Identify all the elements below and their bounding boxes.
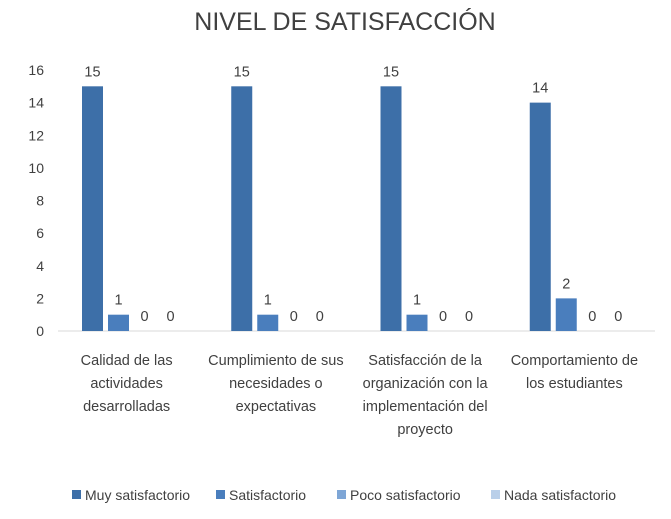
y-tick-label: 0 [36,323,44,339]
y-tick-label: 12 [28,127,44,143]
legend-label: Poco satisfactorio [350,487,461,503]
data-label: 0 [465,309,473,325]
bar [231,86,253,331]
y-tick-label: 14 [28,95,44,111]
data-label: 1 [264,293,272,309]
legend-label: Nada satisfactorio [504,487,616,503]
bar [555,298,577,331]
data-label: 15 [383,64,399,80]
category-label: Cumplimiento de sus necesidades o expectat… [208,353,343,415]
category-label: Comportamiento de los estudiantes [511,353,638,392]
data-label: 0 [290,309,298,325]
data-label: 14 [532,81,548,97]
category-label: Satisfacción de la organización con la imp… [363,353,489,438]
x-axis: Calidad de las actividades desarrolladas Cu… [81,353,638,438]
data-label: 2 [562,276,570,292]
y-tick-label: 16 [28,62,44,78]
bar [380,86,402,331]
bar [257,314,279,331]
plot-area: 15 1 0 0 15 1 0 0 15 1 0 0 14 2 0 0 [58,64,655,332]
y-tick-label: 8 [36,193,44,209]
y-axis: 0 2 4 6 8 10 12 14 16 [28,62,44,339]
legend-swatch [337,490,346,499]
data-label: 15 [234,64,250,80]
bar [82,86,103,331]
data-label: 1 [114,293,122,309]
category-label: Calidad de las actividades desarrolladas [81,353,173,415]
y-tick-label: 2 [36,290,44,306]
legend-label: Satisfactorio [229,487,306,503]
data-label: 0 [316,309,324,325]
chart-title: NIVEL DE SATISFACCIÓN [194,7,495,36]
legend-swatch [72,490,81,499]
data-label: 15 [84,64,100,80]
legend: Muy satisfactorio Satisfactorio Poco satis… [72,487,616,503]
bar [529,102,551,331]
bar [406,314,428,331]
data-label: 0 [140,309,148,325]
bar [108,314,129,331]
data-label: 0 [614,309,622,325]
data-label: 0 [166,309,174,325]
y-tick-label: 4 [36,258,44,274]
legend-swatch [216,490,225,499]
data-label: 0 [588,309,596,325]
data-label: 0 [439,309,447,325]
y-tick-label: 6 [36,225,44,241]
legend-swatch [491,490,500,499]
data-label: 1 [413,293,421,309]
y-tick-label: 10 [28,160,44,176]
legend-label: Muy satisfactorio [85,487,190,503]
